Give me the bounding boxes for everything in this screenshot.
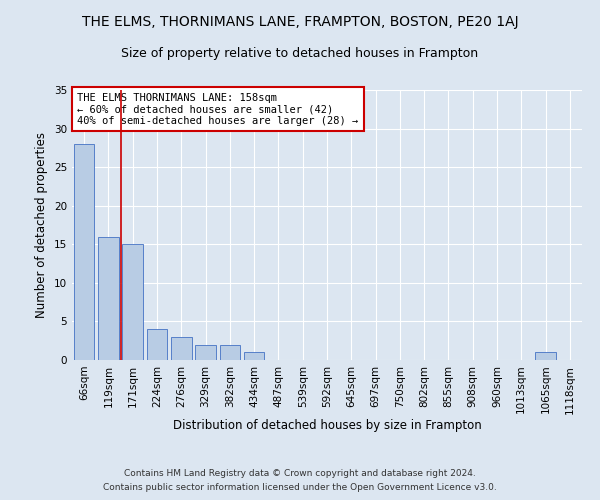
Bar bbox=[195, 344, 216, 360]
Text: Size of property relative to detached houses in Frampton: Size of property relative to detached ho… bbox=[121, 48, 479, 60]
Bar bbox=[171, 337, 191, 360]
Bar bbox=[122, 244, 143, 360]
Text: Contains public sector information licensed under the Open Government Licence v3: Contains public sector information licen… bbox=[103, 484, 497, 492]
Bar bbox=[244, 352, 265, 360]
Bar bbox=[146, 329, 167, 360]
Bar bbox=[74, 144, 94, 360]
Bar bbox=[535, 352, 556, 360]
Y-axis label: Number of detached properties: Number of detached properties bbox=[35, 132, 49, 318]
Text: THE ELMS THORNIMANS LANE: 158sqm
← 60% of detached houses are smaller (42)
40% o: THE ELMS THORNIMANS LANE: 158sqm ← 60% o… bbox=[77, 92, 358, 126]
Bar bbox=[98, 236, 119, 360]
Text: THE ELMS, THORNIMANS LANE, FRAMPTON, BOSTON, PE20 1AJ: THE ELMS, THORNIMANS LANE, FRAMPTON, BOS… bbox=[82, 15, 518, 29]
Bar bbox=[220, 344, 240, 360]
Text: Contains HM Land Registry data © Crown copyright and database right 2024.: Contains HM Land Registry data © Crown c… bbox=[124, 468, 476, 477]
X-axis label: Distribution of detached houses by size in Frampton: Distribution of detached houses by size … bbox=[173, 419, 481, 432]
